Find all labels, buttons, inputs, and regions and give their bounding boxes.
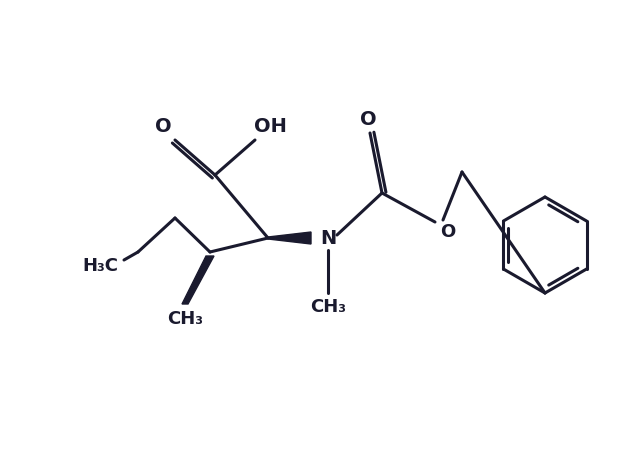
Text: CH₃: CH₃ [310, 298, 346, 316]
Text: H₃C: H₃C [82, 257, 118, 275]
Text: O: O [155, 117, 172, 135]
Text: N: N [320, 228, 336, 248]
Text: O: O [360, 110, 376, 128]
Text: OH: OH [253, 117, 287, 135]
Polygon shape [182, 256, 214, 304]
Text: O: O [440, 223, 455, 241]
Text: CH₃: CH₃ [167, 310, 203, 328]
Polygon shape [268, 232, 311, 244]
